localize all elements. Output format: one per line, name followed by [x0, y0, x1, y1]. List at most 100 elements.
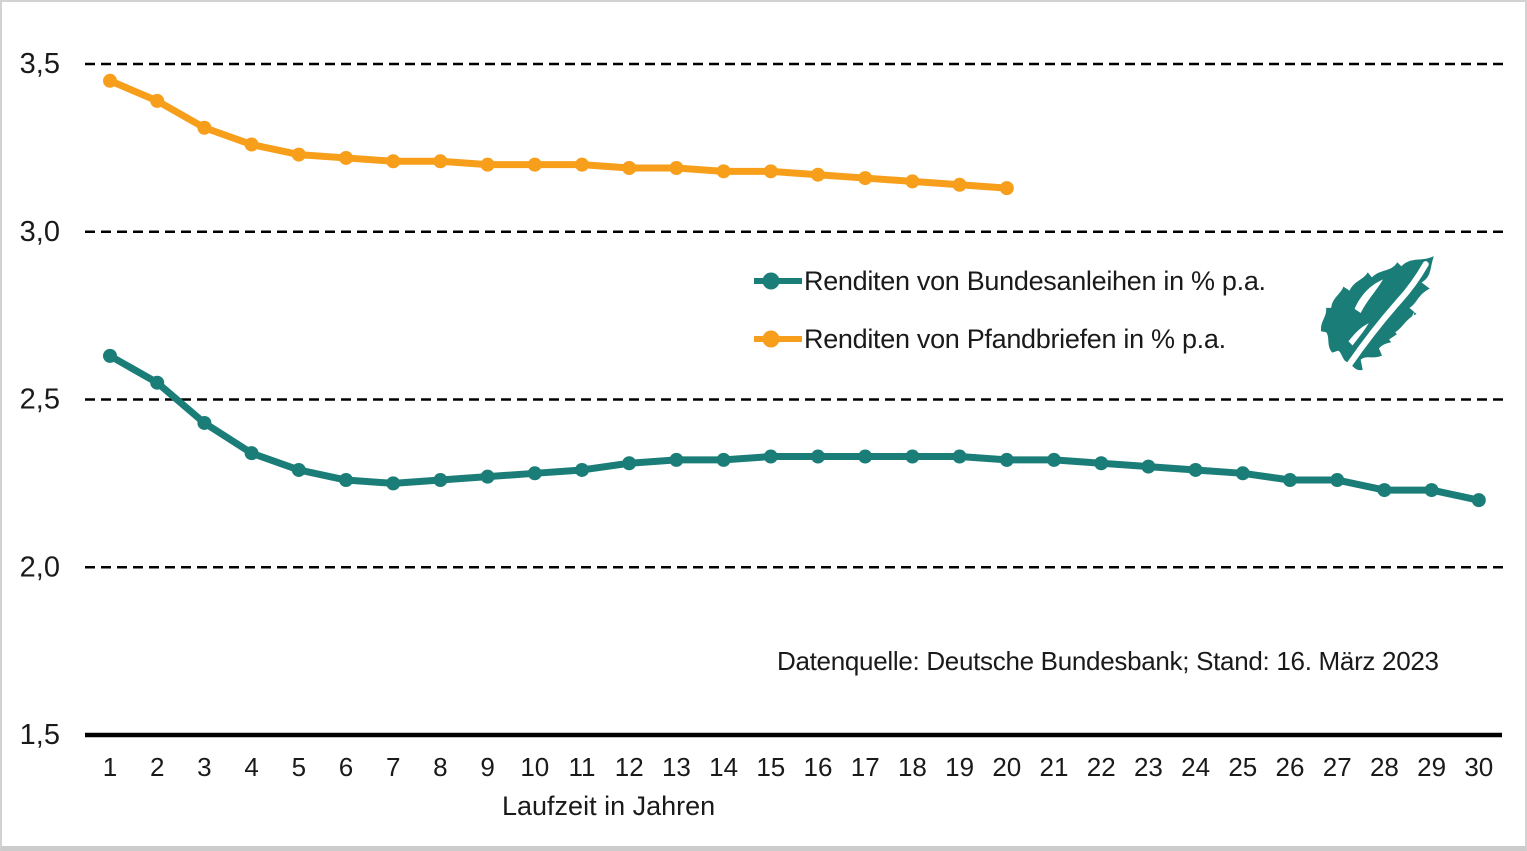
x-tick-label: 26	[1276, 752, 1305, 782]
data-point	[197, 120, 212, 135]
data-point	[1424, 483, 1439, 498]
data-point	[669, 161, 684, 176]
data-point	[1330, 473, 1345, 488]
data-point	[575, 157, 589, 172]
data-point	[339, 150, 353, 165]
x-tick-label: 17	[851, 752, 880, 782]
x-tick-label: 16	[804, 752, 833, 782]
gridlines	[85, 62, 1505, 738]
y-tick-label: 2,5	[20, 384, 60, 416]
x-tick-label: 1	[103, 752, 117, 782]
data-point	[244, 446, 259, 461]
y-tick-label: 1,5	[20, 719, 60, 751]
x-tick-label: 22	[1087, 752, 1116, 782]
x-tick-label: 11	[569, 752, 596, 782]
data-point	[527, 157, 542, 172]
data-point	[1188, 462, 1203, 477]
data-point	[952, 449, 967, 464]
data-point	[811, 449, 825, 464]
x-tick-label: 8	[433, 752, 447, 782]
y-tick-label: 2,0	[20, 551, 60, 583]
x-tick-label: 10	[520, 752, 549, 782]
data-point	[858, 449, 873, 464]
x-tick-label: 18	[898, 752, 927, 782]
data-point	[669, 452, 684, 467]
data-point	[244, 137, 259, 152]
x-tick-label: 14	[709, 752, 738, 782]
data-point	[716, 164, 731, 179]
x-tick-label: 9	[480, 752, 494, 782]
data-point	[1283, 473, 1297, 488]
x-tick-label: 12	[615, 752, 644, 782]
x-tick-label: 27	[1323, 752, 1352, 782]
data-point	[197, 415, 212, 430]
data-point	[763, 449, 778, 464]
finanztip-leaf-logo	[1320, 256, 1434, 371]
data-point	[386, 154, 401, 169]
data-point	[1377, 483, 1392, 498]
x-tick-label: 21	[1040, 752, 1069, 782]
data-point	[716, 452, 731, 467]
x-tick-label: 28	[1370, 752, 1399, 782]
source-note: Datenquelle: Deutsche Bundesbank; Stand:…	[777, 646, 1439, 676]
y-axis-labels: 1,5 2,0 2,5 3,0 3,5	[20, 48, 60, 751]
x-tick-label: 25	[1228, 752, 1257, 782]
data-point	[433, 473, 448, 488]
x-tick-label: 19	[945, 752, 974, 782]
line-marker-icon	[754, 330, 802, 348]
y-tick-label: 3,5	[20, 48, 60, 80]
data-point	[575, 462, 589, 477]
x-tick-label: 23	[1134, 752, 1163, 782]
series-pfandbriefe	[103, 73, 1014, 196]
data-point	[1235, 466, 1250, 481]
x-tick-label: 13	[662, 752, 691, 782]
x-tick-label: 29	[1417, 752, 1446, 782]
data-point	[150, 93, 165, 108]
data-point	[433, 154, 448, 169]
data-point	[480, 157, 495, 172]
x-axis-title: Laufzeit in Jahren	[502, 791, 716, 821]
chart-legend: Renditen von Bundesanleihen in % p.a. Re…	[754, 264, 1266, 380]
x-tick-label: 6	[339, 752, 353, 782]
data-point	[905, 449, 920, 464]
legend-label: Renditen von Bundesanleihen in % p.a.	[804, 265, 1266, 296]
data-point	[291, 462, 306, 477]
legend-item-pfandbriefe: Renditen von Pfandbriefen in % p.a.	[754, 322, 1266, 356]
x-tick-label: 4	[244, 752, 258, 782]
x-tick-label: 3	[197, 752, 211, 782]
data-point	[999, 181, 1014, 196]
data-point	[1471, 493, 1486, 508]
series-bundesanleihen	[103, 348, 1486, 508]
line-marker-icon	[754, 272, 802, 290]
x-tick-label: 20	[992, 752, 1021, 782]
data-point	[103, 73, 117, 88]
data-point	[763, 164, 778, 179]
data-point	[339, 473, 353, 488]
data-point	[1141, 459, 1156, 474]
data-point	[622, 456, 637, 471]
data-point	[1047, 452, 1061, 467]
data-point	[150, 375, 165, 390]
data-point	[1094, 456, 1109, 471]
data-point	[386, 476, 401, 491]
data-point	[858, 171, 873, 186]
x-axis-labels: 1 2 3 4 5 6 7 8 9 10 11 12 13 14 15 16 17 18 19 20 21 22 23 24 2…	[103, 752, 1493, 782]
x-tick-label: 30	[1464, 752, 1493, 782]
legend-label: Renditen von Pfandbriefen in % p.a.	[804, 323, 1226, 354]
data-point	[952, 177, 967, 192]
data-point	[480, 469, 495, 484]
legend-item-bundesanleihen: Renditen von Bundesanleihen in % p.a.	[754, 264, 1266, 298]
x-tick-label: 15	[756, 752, 785, 782]
data-point	[999, 452, 1014, 467]
data-point	[527, 466, 542, 481]
data-point	[103, 348, 117, 363]
x-tick-label: 7	[386, 752, 400, 782]
data-point	[905, 174, 920, 189]
y-tick-label: 3,0	[20, 216, 60, 248]
x-tick-label: 24	[1181, 752, 1210, 782]
data-point	[811, 167, 825, 182]
data-point	[622, 161, 637, 176]
x-tick-label: 2	[150, 752, 164, 782]
data-point	[291, 147, 306, 162]
